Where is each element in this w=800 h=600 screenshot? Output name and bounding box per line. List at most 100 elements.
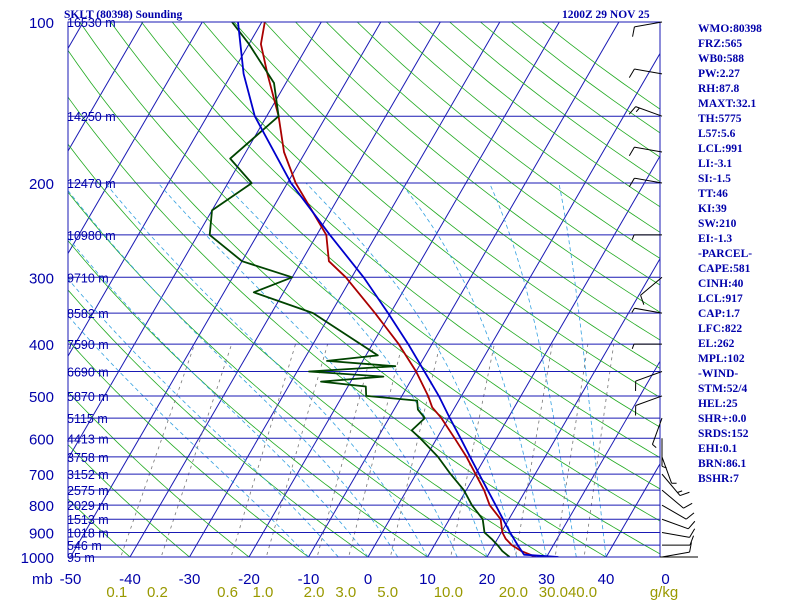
wind-barb-flag <box>628 68 635 78</box>
moist-adiabat-line <box>68 278 339 557</box>
wind-barb <box>628 68 663 78</box>
wind-barb-flag <box>632 26 635 37</box>
index-item: LCL:991 <box>698 143 743 155</box>
series-layer <box>208 22 559 557</box>
wind-barb-flag <box>628 146 635 157</box>
wind-barb-staff <box>661 473 681 496</box>
mixing-ratio-label: 0.6 <box>217 584 238 600</box>
mixing-ratio-label: 30.0 <box>539 584 568 600</box>
index-item: SHR+:0.0 <box>698 413 747 425</box>
dewpoint-line <box>208 22 511 557</box>
height-label: 2029 m <box>67 499 109 513</box>
index-item: CINH:40 <box>698 278 744 290</box>
wind-barb <box>635 395 663 416</box>
temperature-tick-label: -50 <box>60 571 82 588</box>
mixing-ratio-label: 20.0 <box>499 584 528 600</box>
pressure-tick-label: 400 <box>29 337 54 354</box>
temperature-tick-label: 10 <box>419 571 436 588</box>
wind-barb <box>661 518 696 530</box>
index-item: -PARCEL- <box>698 248 753 260</box>
index-item: BRN:86.1 <box>698 458 747 470</box>
wind-barb-staff <box>661 532 690 538</box>
pressure-tick-label: 500 <box>29 389 54 406</box>
wind-barb-staff <box>661 489 684 509</box>
wind-barb <box>631 307 663 314</box>
height-label: 546 m <box>67 539 102 553</box>
wind-barb <box>661 438 667 469</box>
wind-barb-staff <box>661 518 689 530</box>
wind-barb-staff <box>640 276 663 296</box>
mixing-ratio-label: 10.0 <box>434 584 463 600</box>
moist-adiabat-line <box>68 237 369 557</box>
wind-barb <box>661 489 693 509</box>
wind-barb <box>628 177 663 188</box>
height-label: 10980 m <box>67 229 116 243</box>
index-item: LI:-3.1 <box>698 158 733 170</box>
wind-barb-staff <box>634 146 663 153</box>
mixing-ratio-label: 2.0 <box>304 584 325 600</box>
height-label: 5870 m <box>67 390 109 404</box>
index-item: CAP:1.7 <box>698 308 740 320</box>
index-item: EI:-1.3 <box>698 233 733 245</box>
isotherm-line <box>248 22 560 557</box>
wind-barb-staff <box>634 21 663 28</box>
mixing-ratio-line <box>120 343 195 557</box>
height-label: 12470 m <box>67 177 116 191</box>
isotherm-line <box>68 22 144 152</box>
index-item: KI:39 <box>698 203 727 215</box>
mixing-ratio-label: 1.0 <box>253 584 274 600</box>
wind-barb-staff <box>634 307 663 314</box>
isotherm-line <box>307 22 620 557</box>
wind-barb-staff <box>661 551 690 558</box>
mixing-ratio-line <box>160 343 233 557</box>
isotherm-line <box>545 360 660 557</box>
index-item: L57:5.6 <box>698 128 736 140</box>
temperature-tick-label: 30 <box>538 571 555 588</box>
wind-barb <box>635 370 663 392</box>
temperature-tick-label: 0 <box>364 571 372 588</box>
wind-barb-flag <box>685 512 695 520</box>
wind-barb-flag <box>631 234 635 240</box>
temperature-tick-label: 0 <box>661 571 669 588</box>
mixing-ratio-unit: g/kg <box>650 584 678 600</box>
wind-barb-flag <box>652 444 657 449</box>
dry-adiabat-line <box>68 239 429 557</box>
wind-barb-flag <box>679 491 690 497</box>
wind-barb-staff <box>635 370 663 382</box>
isotherm-line <box>367 52 660 557</box>
isotherm-line <box>68 22 203 255</box>
wind-barb <box>631 343 662 349</box>
dry-adiabat-line <box>68 498 131 557</box>
wind-barb-flag <box>631 343 635 349</box>
temperature-tick-label: 20 <box>479 571 496 588</box>
index-item: CAPE:581 <box>698 263 751 275</box>
index-item: LCL:917 <box>698 293 743 305</box>
pressure-tick-label: 1000 <box>21 550 54 567</box>
wind-barb-flag <box>640 295 645 305</box>
pressure-tick-label: 300 <box>29 270 54 287</box>
temperature-line <box>260 22 537 557</box>
wind-barb-staff <box>661 504 687 520</box>
mixing-ratio-label: 0.2 <box>147 584 168 600</box>
temperature-tick-label: -40 <box>119 571 141 588</box>
height-label: 95 m <box>67 551 95 565</box>
x-unit-label: mb <box>32 571 53 588</box>
wind-barb <box>628 106 663 117</box>
temperature-tick-label: -10 <box>298 571 320 588</box>
mixing-ratio-label: 5.0 <box>377 584 398 600</box>
dry-adiabat-line <box>68 444 191 557</box>
index-item: STM:52/4 <box>698 383 748 395</box>
wind-barb-staff <box>635 106 663 117</box>
temperature-tick-label: -20 <box>238 571 260 588</box>
wind-barb-flag <box>628 106 637 115</box>
isotherm-line <box>129 22 441 557</box>
dry-adiabat-line <box>68 391 250 557</box>
wind-barbs <box>628 21 698 558</box>
index-item: EHI:0.1 <box>698 443 738 455</box>
index-item: WB0:588 <box>698 53 744 65</box>
index-item: HEL:25 <box>698 398 738 410</box>
index-item: SW:210 <box>698 218 737 230</box>
height-label: 3152 m <box>67 468 109 482</box>
